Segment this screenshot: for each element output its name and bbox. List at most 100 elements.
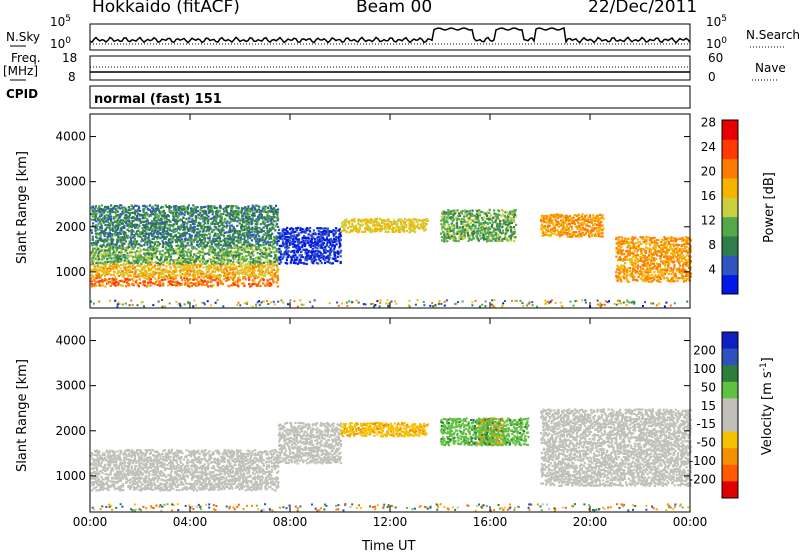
data-cell — [632, 261, 635, 264]
data-cell — [91, 256, 94, 259]
data-cell — [495, 233, 498, 236]
data-cell — [540, 228, 543, 231]
data-cell — [216, 275, 219, 278]
data-cell — [195, 237, 198, 241]
data-cell — [387, 218, 390, 221]
data-cell — [214, 243, 217, 246]
data-cell — [262, 253, 266, 256]
data-cell — [456, 209, 459, 212]
data-cell — [462, 237, 465, 240]
data-cell — [168, 253, 171, 256]
data-cell — [209, 250, 212, 253]
data-cell — [248, 234, 251, 237]
data-cell — [640, 242, 643, 245]
data-cell — [631, 267, 634, 270]
data-cell — [243, 255, 246, 259]
data-cell — [201, 214, 204, 217]
data-cell — [145, 211, 148, 214]
data-cell — [149, 280, 152, 284]
data-cell — [633, 246, 636, 249]
data-cell — [442, 231, 445, 234]
data-cell — [218, 225, 221, 228]
data-cell — [238, 222, 241, 225]
data-cell — [270, 237, 273, 240]
data-cell — [551, 220, 554, 224]
data-cell — [343, 229, 346, 232]
data-cell — [140, 213, 143, 216]
data-cell — [311, 248, 315, 251]
data-cell — [206, 259, 209, 262]
data-cell — [189, 229, 192, 232]
data-cell — [259, 252, 262, 255]
data-cell — [117, 237, 120, 240]
data-cell — [256, 204, 259, 207]
data-cell — [187, 258, 190, 261]
data-cell — [261, 237, 264, 240]
data-cell — [225, 279, 228, 282]
data-cell — [160, 256, 163, 259]
data-cell — [513, 228, 516, 231]
data-cell — [228, 261, 231, 264]
data-cell — [286, 230, 289, 233]
data-cell — [184, 237, 187, 240]
data-cell — [134, 232, 137, 235]
data-cell — [186, 255, 189, 258]
data-cell — [637, 246, 640, 249]
data-cell — [252, 267, 255, 270]
data-cell — [268, 278, 272, 281]
data-cell — [337, 252, 340, 256]
data-cell — [247, 205, 250, 208]
data-cell — [583, 233, 586, 237]
data-cell — [548, 216, 551, 219]
data-cell — [629, 275, 632, 278]
data-cell — [601, 232, 604, 235]
data-cell — [136, 273, 139, 276]
data-cell — [253, 209, 257, 212]
data-cell — [149, 284, 152, 287]
data-cell — [112, 217, 115, 220]
data-cell — [552, 214, 556, 217]
data-cell — [646, 258, 649, 261]
data-cell — [282, 240, 285, 243]
data-cell — [505, 210, 508, 213]
data-cell — [152, 265, 155, 269]
data-cell — [495, 228, 498, 231]
data-cell — [471, 235, 474, 238]
data-cell — [638, 241, 641, 244]
data-cell — [275, 223, 278, 226]
data-cell — [105, 205, 108, 209]
data-cell — [141, 237, 144, 240]
data-cell — [103, 269, 106, 272]
data-cell — [161, 249, 164, 252]
data-cell — [168, 207, 171, 210]
data-cell — [208, 248, 211, 251]
data-cell — [148, 234, 151, 237]
data-cell — [146, 213, 149, 216]
data-cell — [636, 261, 639, 264]
data-cell — [483, 235, 486, 238]
data-cell — [164, 246, 168, 249]
data-cell — [320, 227, 323, 230]
data-cell — [393, 219, 396, 222]
data-cell — [409, 219, 412, 222]
data-cell — [644, 249, 648, 253]
data-cell — [216, 209, 219, 212]
data-cell — [488, 238, 491, 241]
data-cell — [618, 236, 621, 239]
data-cell — [131, 236, 134, 239]
data-cell — [217, 254, 221, 257]
data-cell — [273, 235, 276, 239]
data-cell — [325, 236, 328, 239]
data-cell — [314, 258, 317, 261]
data-cell — [212, 246, 215, 249]
data-cell — [331, 262, 334, 265]
data-cell — [184, 246, 187, 249]
data-cell — [245, 229, 248, 232]
data-cell — [545, 221, 548, 224]
data-cell — [244, 216, 247, 219]
data-cell — [471, 233, 474, 236]
data-cell — [493, 234, 496, 237]
beam-title: Beam 00 — [356, 0, 433, 17]
data-cell — [138, 269, 141, 272]
data-cell — [266, 214, 269, 217]
